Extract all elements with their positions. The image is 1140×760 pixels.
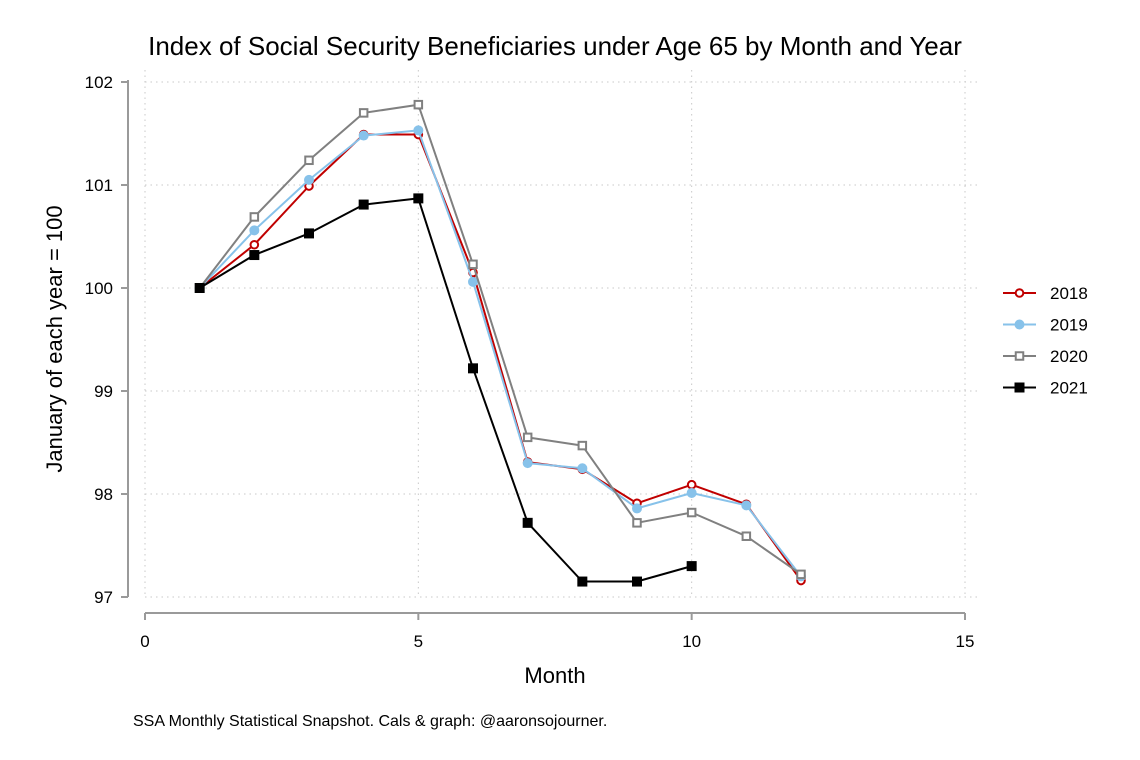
legend-label: 2018 bbox=[1050, 284, 1088, 303]
y-tick-label: 102 bbox=[85, 73, 113, 92]
data-point-2020 bbox=[796, 569, 806, 580]
legend: 2018 2019 2020 2021 bbox=[1003, 284, 1088, 398]
series-group bbox=[194, 99, 806, 587]
series-line-2021 bbox=[199, 197, 692, 583]
legend-item-2019: 2019 bbox=[1003, 316, 1088, 335]
data-point-2021 bbox=[358, 199, 369, 210]
data-point-2021 bbox=[194, 283, 205, 293]
y-axis-title: January of each year = 100 bbox=[42, 205, 67, 472]
legend-item-2018: 2018 bbox=[1003, 284, 1088, 303]
data-point-2020 bbox=[522, 432, 533, 443]
legend-item-2020: 2020 bbox=[1003, 347, 1088, 366]
legend-swatch-marker bbox=[1014, 351, 1025, 361]
y-tick-label: 97 bbox=[94, 588, 113, 607]
data-point-2021 bbox=[304, 228, 314, 239]
data-point-2021 bbox=[686, 561, 697, 572]
data-point-2021 bbox=[522, 517, 533, 528]
x-axis-title: Month bbox=[524, 663, 585, 688]
data-point-2018 bbox=[686, 479, 697, 490]
legend-label: 2021 bbox=[1050, 379, 1088, 398]
data-point-2019 bbox=[686, 487, 697, 498]
data-point-2020 bbox=[686, 507, 697, 518]
data-point-2019 bbox=[522, 458, 533, 469]
legend-label: 2019 bbox=[1050, 316, 1088, 335]
data-point-2020 bbox=[741, 531, 752, 541]
y-tick-label: 98 bbox=[94, 485, 113, 504]
data-point-2021 bbox=[413, 193, 424, 204]
data-point-2020 bbox=[413, 99, 424, 110]
data-point-2019 bbox=[468, 276, 478, 287]
data-point-2020 bbox=[468, 259, 478, 270]
y-tick-label: 101 bbox=[85, 176, 113, 195]
y-tick-label: 99 bbox=[94, 382, 113, 401]
data-point-2020 bbox=[358, 108, 369, 118]
data-point-2021 bbox=[632, 576, 642, 587]
data-point-2021 bbox=[249, 250, 260, 261]
data-point-2019 bbox=[577, 463, 588, 474]
x-axis-ticks: 0 5 10 15 bbox=[140, 613, 974, 651]
series-2021 bbox=[194, 193, 697, 587]
data-point-2019 bbox=[249, 225, 260, 236]
data-point-2019 bbox=[413, 125, 424, 136]
series-line-2020 bbox=[198, 103, 802, 576]
x-tick-label: 0 bbox=[140, 632, 149, 651]
legend-swatch-marker bbox=[1014, 382, 1025, 393]
data-point-2020 bbox=[632, 518, 642, 528]
series-2020 bbox=[194, 99, 806, 580]
legend-swatch-marker bbox=[1014, 319, 1025, 330]
data-point-2020 bbox=[304, 155, 314, 166]
data-point-2021 bbox=[577, 576, 588, 587]
data-point-2019 bbox=[358, 130, 369, 141]
y-tick-label: 100 bbox=[85, 279, 113, 298]
legend-item-2021: 2021 bbox=[1003, 379, 1088, 398]
legend-swatch-marker bbox=[1014, 288, 1025, 298]
data-point-2020 bbox=[577, 440, 588, 451]
x-tick-label: 15 bbox=[956, 632, 975, 651]
legend-label: 2020 bbox=[1050, 347, 1088, 366]
data-point-2021 bbox=[468, 363, 478, 374]
data-point-2020 bbox=[249, 212, 260, 222]
y-axis-ticks: 97 98 99 100 101 102 bbox=[85, 73, 128, 607]
data-point-2019 bbox=[632, 503, 642, 514]
x-tick-label: 5 bbox=[414, 632, 423, 651]
data-point-2019 bbox=[304, 174, 314, 185]
source-caption: SSA Monthly Statistical Snapshot. Cals &… bbox=[133, 713, 607, 730]
chart-title: Index of Social Security Beneficiaries u… bbox=[148, 31, 962, 61]
x-tick-label: 10 bbox=[682, 632, 701, 651]
series-line-2019 bbox=[198, 129, 802, 578]
series-line-2018 bbox=[199, 133, 802, 582]
data-point-2018 bbox=[249, 239, 260, 250]
data-point-2019 bbox=[741, 500, 752, 511]
